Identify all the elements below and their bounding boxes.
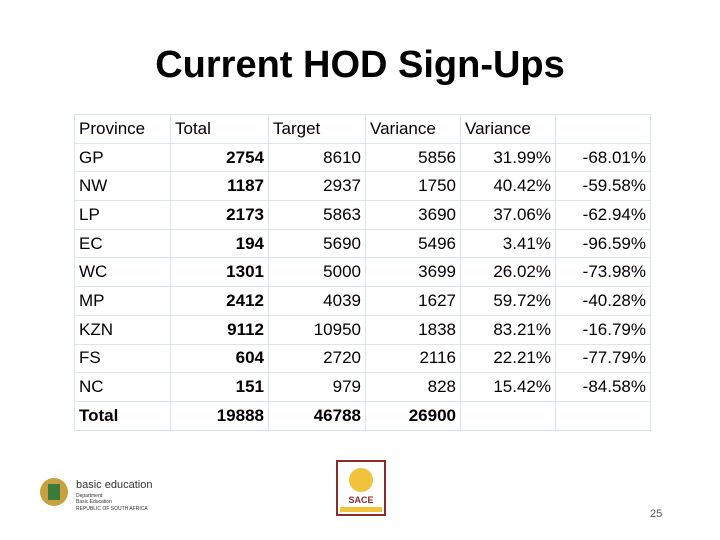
data-row: NC 151 979 828 15.42% -84.58% [74,372,651,402]
province-cell: KZN [74,314,171,345]
value-cell: 59.72% [460,286,556,316]
value-cell: 1750 [365,171,461,202]
value-cell: 2173 [170,200,269,230]
province-cell: WC [74,257,171,288]
header-cell [555,114,651,144]
slide-title: Current HOD Sign-Ups [155,44,565,86]
value-cell: 979 [268,372,366,402]
value-cell: 1301 [170,257,269,288]
value-cell: 15.42% [460,372,556,402]
value-cell: 1187 [170,171,269,202]
department-name: Basic Education [76,499,112,505]
value-cell: 2412 [170,286,269,316]
value-cell: 604 [170,343,269,374]
data-row: EC 194 5690 5496 3.41% -96.59% [74,228,651,259]
value-cell: 5690 [268,228,366,259]
value-cell: 22.21% [460,343,556,374]
data-row: MP 2412 4039 1627 59.72% -40.28% [74,286,651,316]
sun [349,468,373,492]
shield [48,484,60,500]
value-cell: -62.94% [555,200,651,230]
value-cell: 26.02% [460,257,556,288]
header-cell: Total [170,114,269,144]
province-cell: NW [74,171,171,202]
value-cell: 2720 [268,343,366,374]
province-cell: LP [74,200,171,230]
value-cell: -77.79% [555,343,651,374]
logo-text: basic education [76,479,152,491]
value-cell: -68.01% [555,142,651,173]
data-row: LP 2173 5863 3690 37.06% -62.94% [74,200,651,230]
value-cell: 37.06% [460,200,556,230]
header-cell: Variance [460,114,556,144]
logo-band [340,507,382,512]
value-cell: 2754 [170,142,269,173]
data-row: GP 2754 8610 5856 31.99% -68.01% [74,142,651,173]
value-cell: 194 [170,228,269,259]
value-cell: 5863 [268,200,366,230]
data-table: Province Total Target Variance Variance GP 275… [74,114,651,431]
province-cell: Total [74,400,171,431]
value-cell: 1627 [365,286,461,316]
value-cell [555,400,651,431]
sace-logo: SACE [336,460,386,516]
province-cell: MP [74,286,171,316]
value-cell: 2116 [365,343,461,374]
value-cell: 5000 [268,257,366,288]
data-row: KZN 9112 10950 1838 83.21% -16.79% [74,314,651,345]
province-cell: GP [74,142,171,173]
value-cell: -16.79% [555,314,651,345]
province-cell: FS [74,343,171,374]
header-row: Province Total Target Variance Variance [74,114,651,144]
value-cell: 40.42% [460,171,556,202]
value-cell: 1838 [365,314,461,345]
value-cell: 828 [365,372,461,402]
value-cell: -96.59% [555,228,651,259]
data-row: FS 604 2720 2116 22.21% -77.79% [74,343,651,374]
country: REPUBLIC OF SOUTH AFRICA [76,506,148,512]
value-cell: 26900 [365,400,461,431]
header-cell: Province [74,114,171,144]
value-cell: 151 [170,372,269,402]
province-cell: EC [74,228,171,259]
value-cell: -40.28% [555,286,651,316]
value-cell: 2937 [268,171,366,202]
value-cell: 5496 [365,228,461,259]
value-cell: 5856 [365,142,461,173]
value-cell: 3690 [365,200,461,230]
header-cell: Variance [365,114,461,144]
value-cell: 3699 [365,257,461,288]
header-cell: Target [268,114,366,144]
dbe-logo: basic education Department: Basic Educat… [40,478,152,512]
value-cell: 31.99% [460,142,556,173]
value-cell: 8610 [268,142,366,173]
data-row: WC 1301 5000 3699 26.02% -73.98% [74,257,651,288]
value-cell: -84.58% [555,372,651,402]
province-cell: NC [74,372,171,402]
value-cell: 83.21% [460,314,556,345]
value-cell: 9112 [170,314,269,345]
value-cell [460,400,556,431]
value-cell: 19888 [170,400,269,431]
value-cell: 10950 [268,314,366,345]
value-cell: -73.98% [555,257,651,288]
department-label: Department: [76,493,104,499]
data-row: NW 1187 2937 1750 40.42% -59.58% [74,171,651,202]
value-cell: 3.41% [460,228,556,259]
value-cell: 46788 [268,400,366,431]
sace-text: SACE [348,495,373,505]
data-row: Total 19888 46788 26900 [74,400,651,431]
value-cell: 4039 [268,286,366,316]
page-number: 25 [650,508,663,520]
value-cell: -59.58% [555,171,651,202]
